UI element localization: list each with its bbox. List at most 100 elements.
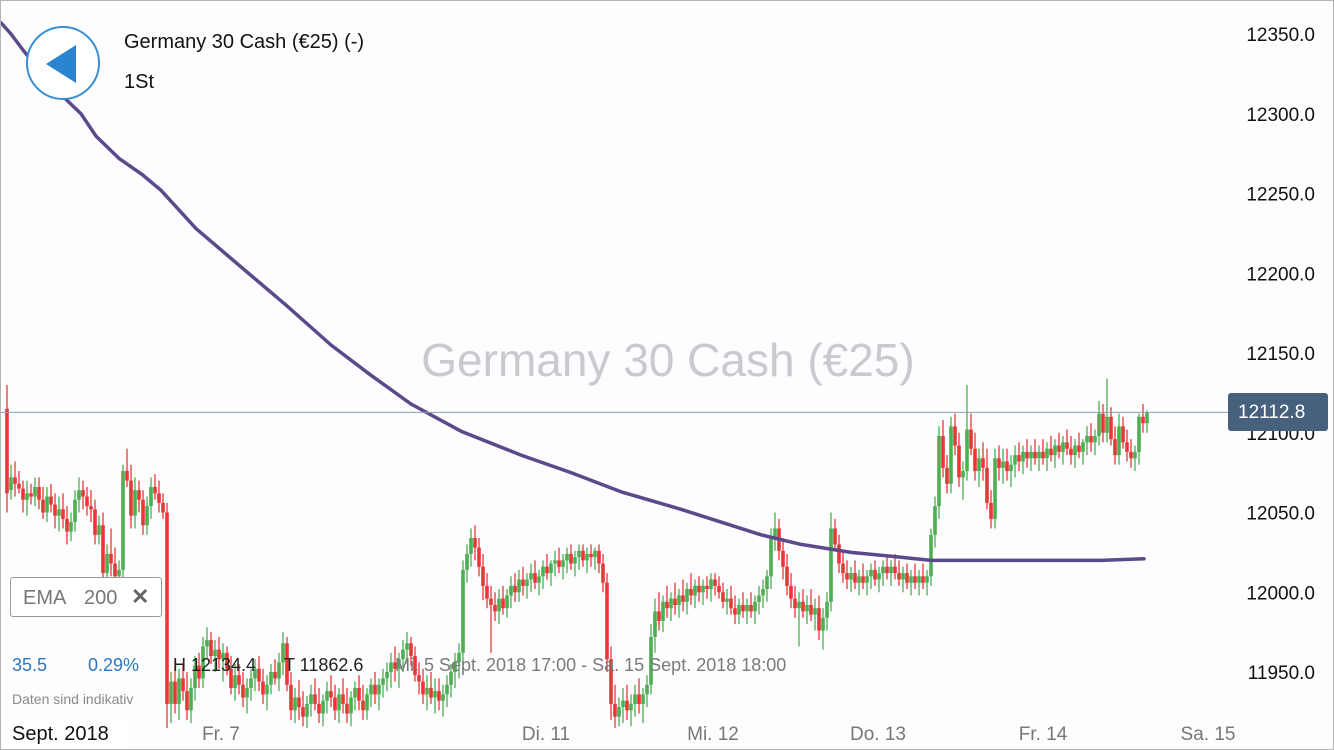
candle-body bbox=[325, 691, 329, 701]
candle-body bbox=[181, 678, 185, 692]
candle-body bbox=[709, 579, 713, 590]
candle-body bbox=[345, 703, 349, 714]
time-range: Mi. 5 Sept. 2018 17:00 - Sa. 15 Sept. 20… bbox=[395, 655, 787, 675]
candle-body bbox=[913, 576, 917, 583]
candle-body bbox=[1009, 464, 1013, 472]
candle-body bbox=[773, 528, 777, 539]
candle-body bbox=[761, 589, 765, 596]
x-tick-label: Mi. 12 bbox=[687, 724, 739, 745]
candle-body bbox=[841, 563, 845, 574]
candle-body bbox=[781, 550, 785, 567]
candle-body bbox=[141, 499, 145, 526]
candle-body bbox=[741, 605, 745, 612]
candle-body bbox=[285, 643, 289, 685]
candle-body bbox=[1077, 445, 1081, 452]
candle-body bbox=[1049, 448, 1053, 456]
candle-body bbox=[921, 576, 925, 583]
candle-body bbox=[889, 566, 893, 574]
candle-body bbox=[621, 700, 625, 708]
candle-body bbox=[629, 703, 633, 711]
candle-body bbox=[501, 598, 505, 609]
candle-body bbox=[121, 471, 125, 570]
candle-body bbox=[857, 576, 861, 583]
candle-body bbox=[149, 486, 153, 507]
x-tick-label: Sa. 15 bbox=[1181, 724, 1236, 745]
candle-body bbox=[33, 486, 37, 497]
candle-body bbox=[1001, 461, 1005, 468]
candle-body bbox=[49, 496, 53, 505]
candle-body bbox=[965, 429, 969, 472]
candle-body bbox=[9, 477, 13, 491]
candle-body bbox=[1145, 412, 1149, 424]
interval-label[interactable]: 1St bbox=[124, 71, 155, 93]
candle-body bbox=[541, 566, 545, 577]
candle-body bbox=[137, 490, 141, 500]
x-tick-label: Fr. 14 bbox=[1019, 724, 1068, 745]
candle-body bbox=[849, 573, 853, 580]
candle-body bbox=[1045, 448, 1049, 459]
candle-body bbox=[277, 662, 281, 679]
ema-indicator-chip[interactable]: EMA 200 ✕ bbox=[10, 577, 162, 617]
indicative-data-note: Daten sind indikativ bbox=[12, 691, 134, 707]
candle-body bbox=[173, 681, 177, 704]
candle-body bbox=[57, 509, 61, 516]
candle-body bbox=[945, 467, 949, 484]
back-button[interactable] bbox=[26, 26, 100, 100]
candle-body bbox=[421, 681, 425, 695]
candle-body bbox=[665, 601, 669, 609]
candle-body bbox=[753, 601, 757, 612]
candle-body bbox=[949, 426, 953, 484]
candle-body bbox=[729, 598, 733, 609]
candle-body bbox=[573, 557, 577, 564]
candle-body bbox=[225, 652, 229, 669]
change-value: 35.5 bbox=[12, 655, 48, 675]
candle-body bbox=[449, 672, 453, 685]
candle-body bbox=[917, 576, 921, 583]
candle-body bbox=[1125, 442, 1129, 452]
candle-body bbox=[789, 585, 793, 599]
candle-body bbox=[385, 672, 389, 679]
candle-body bbox=[637, 694, 641, 704]
candle-body bbox=[1121, 426, 1125, 443]
candle-body bbox=[205, 640, 209, 647]
close-icon[interactable]: ✕ bbox=[131, 584, 150, 609]
candle-body bbox=[185, 691, 189, 711]
candle-body bbox=[473, 538, 477, 548]
candle-body bbox=[1013, 455, 1017, 465]
low-value: T 11862.6 bbox=[284, 655, 364, 675]
x-tick-label: Di. 11 bbox=[522, 724, 570, 745]
y-tick-label: 11950.0 bbox=[1248, 663, 1315, 684]
candle-body bbox=[697, 585, 701, 593]
ema-200-line bbox=[1, 21, 1146, 563]
candle-body bbox=[377, 684, 381, 695]
candle-body bbox=[829, 528, 833, 602]
candle-body bbox=[209, 640, 213, 657]
candle-body bbox=[1037, 451, 1041, 459]
candle-body bbox=[281, 643, 285, 663]
candle-body bbox=[1141, 416, 1145, 424]
candle-body bbox=[405, 643, 409, 650]
candle-body bbox=[561, 560, 565, 567]
candle-body bbox=[521, 579, 525, 586]
candle-body bbox=[545, 566, 549, 574]
candle-body bbox=[1053, 445, 1057, 456]
candle-body bbox=[685, 589, 689, 602]
candle-body bbox=[305, 703, 309, 717]
candle-body bbox=[525, 579, 529, 586]
candle-body bbox=[785, 566, 789, 586]
candle-body bbox=[653, 611, 657, 637]
candle-body bbox=[113, 563, 117, 577]
candle-body bbox=[649, 636, 653, 685]
candle-body bbox=[241, 684, 245, 698]
candle-body bbox=[265, 684, 269, 695]
candle-body bbox=[493, 605, 497, 612]
candle-body bbox=[349, 697, 353, 714]
ema-line-group bbox=[1, 21, 1146, 563]
candle-body bbox=[153, 486, 157, 494]
candle-body bbox=[817, 608, 821, 631]
candle-body bbox=[1057, 445, 1061, 452]
candle-body bbox=[509, 585, 513, 596]
candle-body bbox=[677, 595, 681, 606]
